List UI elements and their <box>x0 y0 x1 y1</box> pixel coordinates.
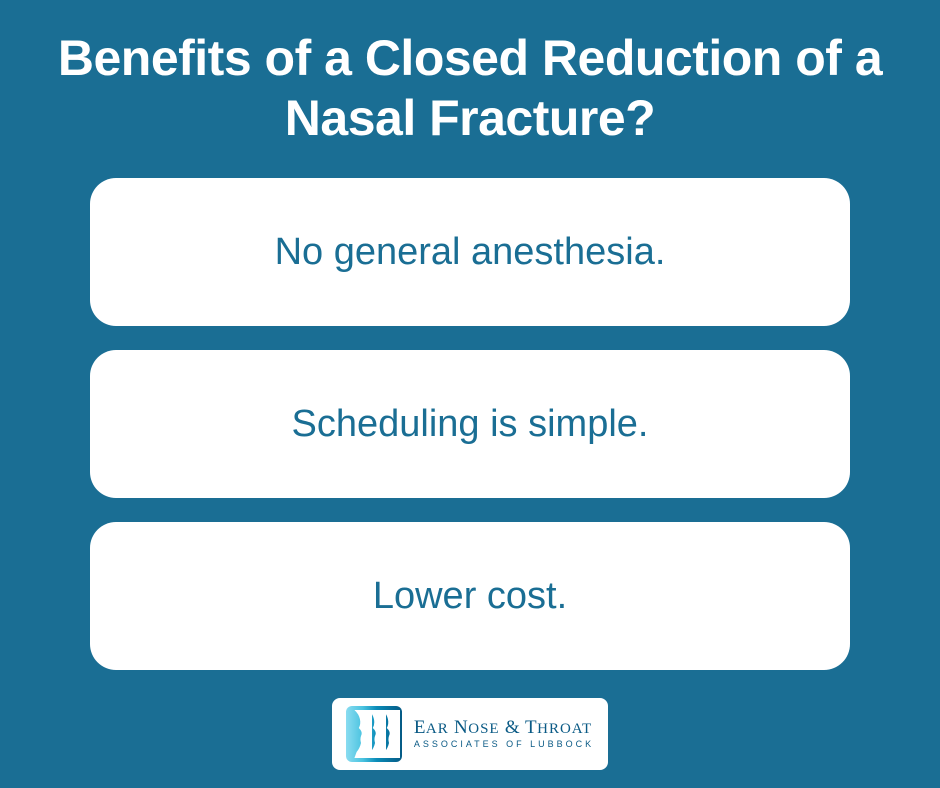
benefit-text: Scheduling is simple. <box>292 403 649 446</box>
benefit-text: Lower cost. <box>373 575 567 618</box>
benefit-text: No general anesthesia. <box>275 231 666 274</box>
benefit-card: Lower cost. <box>90 522 850 670</box>
page-title: Benefits of a Closed Reduction of a Nasa… <box>40 28 900 148</box>
logo-main-line: EAR NOSE & THROAT <box>414 718 594 738</box>
logo-icon <box>346 706 402 762</box>
benefit-card: Scheduling is simple. <box>90 350 850 498</box>
logo-sub-line: ASSOCIATES OF LUBBOCK <box>414 740 594 749</box>
logo-text: EAR NOSE & THROAT ASSOCIATES OF LUBBOCK <box>414 718 594 749</box>
logo: EAR NOSE & THROAT ASSOCIATES OF LUBBOCK <box>332 698 608 770</box>
benefit-card: No general anesthesia. <box>90 178 850 326</box>
benefit-cards: No general anesthesia. Scheduling is sim… <box>90 178 850 670</box>
